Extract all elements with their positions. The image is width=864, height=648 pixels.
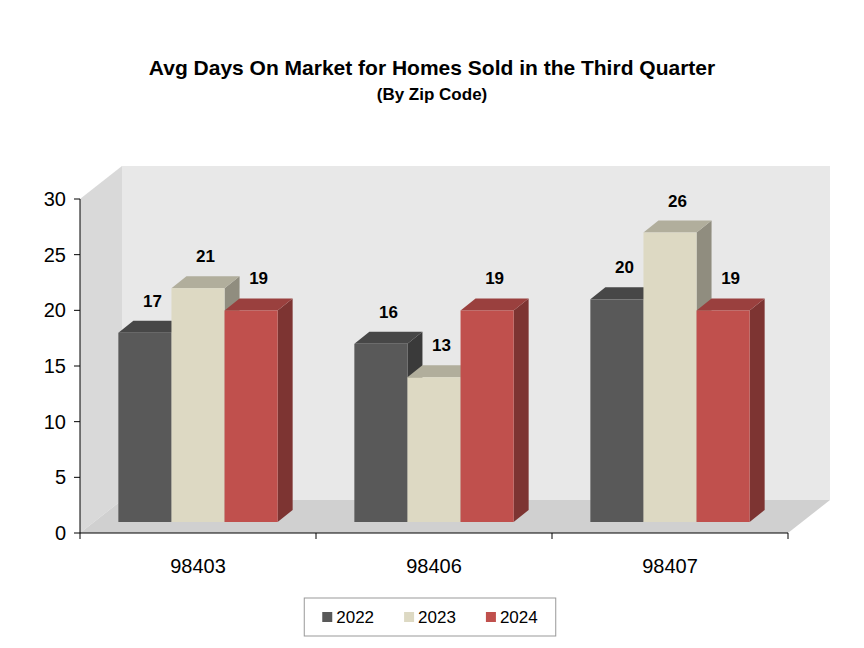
y-tick: [74, 254, 80, 255]
bar-front: [407, 377, 460, 522]
data-label: 17: [143, 292, 162, 311]
title: Avg Days On Market for Homes Sold in the…: [149, 56, 715, 79]
y-tick: [74, 477, 80, 478]
bar-side: [750, 298, 765, 522]
x-axis-line: [80, 533, 788, 534]
legend: 2022 2023 2024: [304, 598, 555, 636]
bar-top: [643, 221, 711, 233]
y-tick-label: 15: [44, 355, 66, 377]
legend-swatch: [486, 612, 496, 622]
bar-front: [461, 310, 514, 522]
x-tick-label: 98407: [642, 555, 698, 577]
legend-label: 2022: [336, 608, 374, 627]
data-label: 21: [196, 247, 215, 266]
subtitle: (By Zip Code): [377, 85, 488, 104]
bars: [118, 221, 764, 522]
y-tick-label: 0: [55, 522, 66, 544]
x-tick: [552, 533, 553, 539]
legend-label: 2024: [500, 608, 538, 627]
y-tick-label: 25: [44, 244, 66, 266]
chart: Avg Days On Market for Homes Sold in the…: [0, 0, 864, 648]
y-tick-label: 10: [44, 411, 66, 433]
side-wall: [80, 166, 122, 533]
data-label: 19: [721, 269, 740, 288]
bar-top: [697, 298, 765, 310]
data-label: 26: [668, 192, 687, 211]
bar-front: [118, 333, 171, 522]
bar-top: [461, 298, 529, 310]
bar: [225, 298, 293, 522]
data-labels: 17 16 20 21 13 26 19 19 19: [143, 192, 740, 356]
data-label: 20: [615, 258, 634, 277]
x-tick-label: 98403: [170, 555, 226, 577]
x-tick: [788, 533, 789, 539]
bar-top: [171, 276, 239, 288]
x-tick-label: 98406: [406, 555, 462, 577]
bar: [461, 298, 529, 522]
x-tick: [80, 533, 81, 539]
bar-front: [225, 310, 278, 522]
data-label: 19: [485, 269, 504, 288]
bar-front: [171, 288, 224, 522]
bar-front: [697, 310, 750, 522]
y-tick: [74, 366, 80, 367]
bar-front: [354, 344, 407, 522]
legend-swatch: [322, 612, 332, 622]
bar: [697, 298, 765, 522]
data-label: 19: [249, 269, 268, 288]
y-tick: [74, 421, 80, 422]
bar-top: [354, 332, 422, 344]
bar-side: [514, 298, 529, 522]
data-label: 13: [432, 336, 451, 355]
legend-label: 2023: [418, 608, 456, 627]
bar-front: [643, 233, 696, 522]
bar-top: [225, 298, 293, 310]
data-label: 16: [379, 303, 398, 322]
x-tick: [316, 533, 317, 539]
y-tick-label: 20: [44, 299, 66, 321]
legend-swatch: [404, 612, 414, 622]
y-tick: [74, 199, 80, 200]
y-tick-label: 30: [44, 188, 66, 210]
y-tick-label: 5: [55, 466, 66, 488]
y-tick: [74, 310, 80, 311]
bar-side: [278, 298, 293, 522]
bar-front: [590, 299, 643, 522]
y-tick: [74, 533, 80, 534]
legend-box: [304, 598, 555, 636]
